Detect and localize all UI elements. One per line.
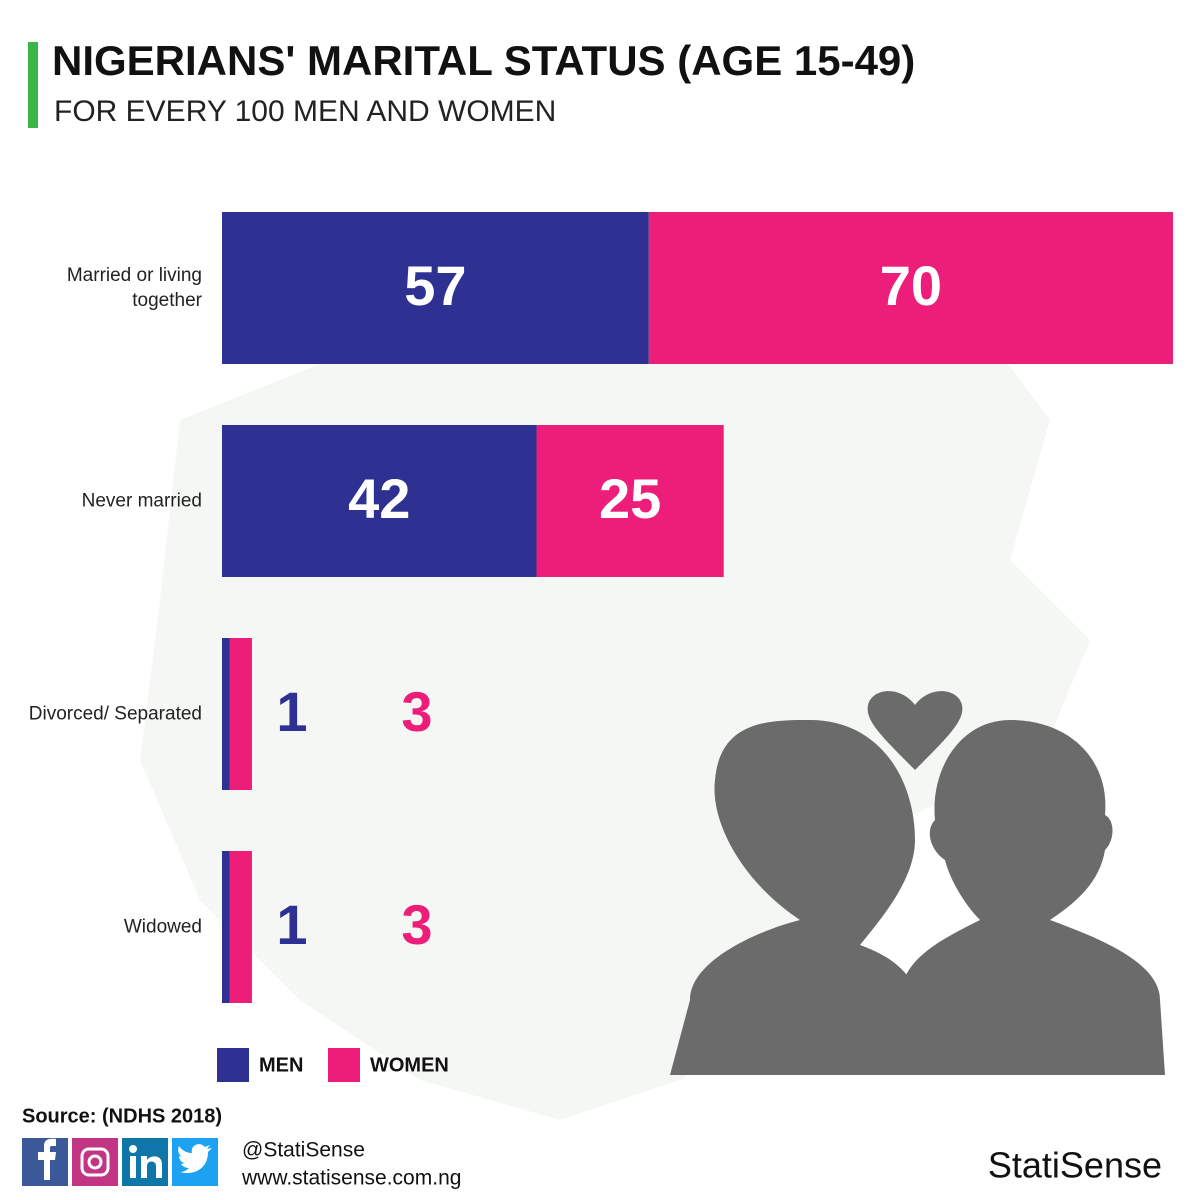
brand-logo: StatiSense — [988, 1145, 1162, 1186]
chart-title: NIGERIANS' MARITAL STATUS (AGE 15-49) — [52, 37, 915, 84]
bar-segment — [229, 851, 252, 1003]
value-label: 1 — [276, 893, 307, 956]
value-label: 3 — [401, 893, 432, 956]
bar-segment — [222, 851, 230, 1003]
bar-segment — [648, 212, 1173, 364]
value-label: 70 — [880, 254, 942, 317]
value-label: 25 — [599, 467, 661, 530]
category-label: Married or living together — [66, 265, 202, 311]
value-label: 1 — [276, 680, 307, 743]
value-label: 42 — [348, 467, 410, 530]
legend-swatch — [328, 1048, 360, 1082]
handle: @StatiSense — [242, 1139, 365, 1162]
couple-silhouette — [670, 691, 1165, 1075]
title-accent — [28, 42, 38, 128]
bar-segment — [222, 425, 537, 577]
source: Source: (NDHS 2018) — [22, 1105, 222, 1127]
category-label: Never married — [81, 490, 202, 512]
legend-label: MEN — [259, 1054, 303, 1076]
bar-segment — [222, 212, 649, 364]
category-label: Widowed — [123, 916, 202, 938]
category-label: Divorced/ Separated — [28, 703, 202, 725]
value-label: 57 — [404, 254, 466, 317]
chart-subtitle: FOR EVERY 100 MEN AND WOMEN — [54, 95, 556, 128]
bar-segment — [229, 638, 252, 790]
value-label: 3 — [401, 680, 432, 743]
bar-segment — [536, 425, 724, 577]
website: www.statisense.com.ng — [241, 1167, 461, 1190]
social-icons — [22, 1138, 218, 1186]
legend-swatch — [217, 1048, 249, 1082]
legend-label: WOMEN — [370, 1054, 449, 1076]
bar-segment — [222, 638, 230, 790]
